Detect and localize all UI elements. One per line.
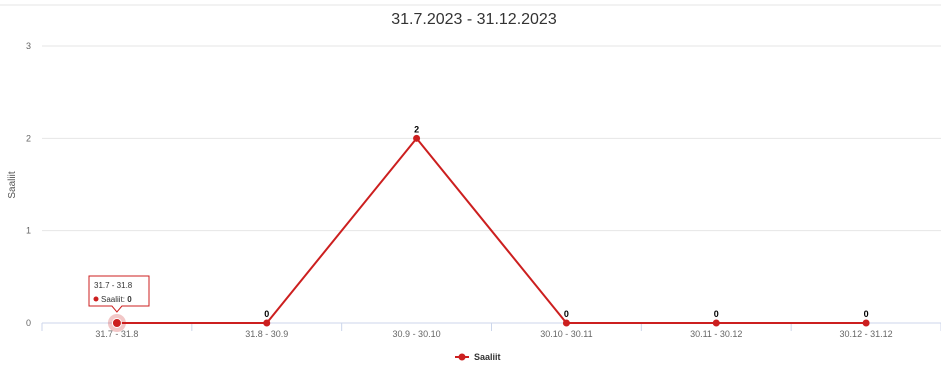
data-point[interactable] [862, 319, 870, 327]
data-label: 0 [864, 309, 869, 319]
data-point[interactable] [712, 319, 720, 327]
y-tick-label: 2 [26, 133, 31, 143]
y-tick-label: 1 [26, 226, 31, 236]
chart-title: 31.7.2023 - 31.12.2023 [391, 11, 557, 28]
data-point[interactable] [562, 319, 570, 327]
data-labels: 0 2 0 0 0 [264, 124, 868, 319]
data-point[interactable] [111, 318, 122, 328]
data-point[interactable] [263, 319, 271, 327]
x-tick-label: 30.11 - 30.12 [690, 329, 742, 339]
data-label: 0 [564, 309, 569, 319]
x-tick-label: 31.7 - 31.8 [95, 329, 138, 339]
data-label: 2 [414, 124, 419, 134]
tooltip-value: 0 [127, 295, 132, 304]
series-line [116, 137, 867, 324]
tooltip: 31.7 - 31.8 Saaliit: 0 [88, 275, 150, 313]
y-axis-title: Saaliit [7, 171, 18, 198]
y-axis-ticks: 0 1 2 3 [26, 41, 31, 328]
data-label: 0 [264, 309, 269, 319]
x-tick-label: 31.8 - 30.9 [245, 329, 288, 339]
x-tick-label: 30.10 - 30.11 [540, 329, 592, 339]
tooltip-category: 31.7 - 31.8 [94, 281, 133, 290]
data-point[interactable] [413, 134, 421, 142]
tooltip-series-dot [93, 296, 99, 302]
data-label: 0 [714, 309, 719, 319]
series-saaliit [107, 134, 870, 332]
grid-lines [42, 45, 941, 232]
x-axis: 31.7 - 31.8 31.8 - 30.9 30.9 - 30.10 30.10 … [41, 322, 941, 339]
x-tick-label: 30.12 - 31.12 [840, 329, 893, 339]
legend-marker-symbol [458, 353, 466, 361]
y-tick-label: 0 [26, 318, 31, 328]
x-tick-label: 30.9 - 30.10 [393, 329, 441, 339]
y-tick-label: 3 [26, 41, 31, 51]
tooltip-series-label: Saaliit: 0 [101, 295, 132, 304]
legend[interactable]: Saaliit [455, 352, 501, 362]
tooltip-box [88, 275, 150, 313]
legend-item-label[interactable]: Saaliit [474, 352, 501, 362]
